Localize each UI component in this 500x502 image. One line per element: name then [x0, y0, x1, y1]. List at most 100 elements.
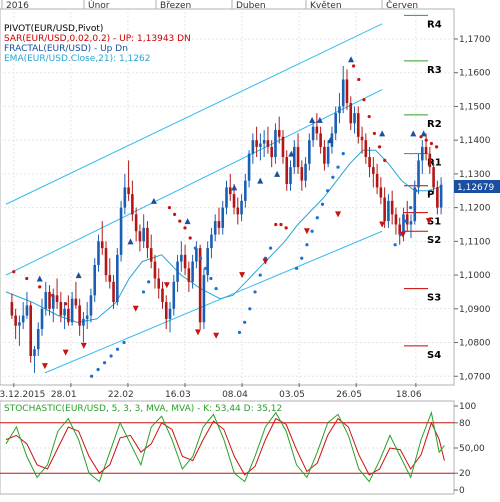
sar-dot: [393, 243, 397, 247]
candle-body: [372, 167, 375, 174]
candle-body: [100, 241, 104, 249]
fractal-up-marker: [288, 150, 295, 157]
x-tick-label: 26.05: [336, 390, 362, 400]
sar-dot: [341, 152, 345, 156]
candle-body: [379, 187, 383, 198]
candle-body: [221, 207, 225, 228]
candle-body: [187, 268, 191, 282]
candle-body: [123, 187, 127, 208]
candle-body: [326, 146, 330, 164]
candle-body: [270, 146, 273, 158]
stochastic-y-label: 80: [459, 419, 471, 429]
stochastic-d-line: [5, 417, 445, 476]
fractal-up-marker: [316, 116, 323, 123]
sar-dot: [331, 175, 335, 179]
candle-body: [439, 184, 443, 208]
sar-dot: [96, 367, 100, 372]
candle-body: [153, 261, 157, 279]
fractal-down-marker: [41, 363, 48, 370]
stochastic-k-line: [5, 410, 445, 483]
legend-entry: FRACTAL(EUR/USD) - Up Dn: [4, 44, 128, 54]
candle-body: [112, 281, 115, 303]
fractal-down-marker: [335, 211, 342, 218]
candle-body: [93, 264, 97, 296]
x-tick-label: 23.12.2015: [0, 390, 45, 400]
candle-body: [232, 194, 236, 208]
candle-body: [97, 241, 100, 265]
sar-dot: [141, 290, 146, 294]
candle-body: [104, 248, 108, 276]
y-tick-label: 1,1700: [459, 35, 491, 45]
candle-body: [146, 227, 149, 249]
candle-body: [436, 187, 439, 208]
sar-dot: [367, 114, 371, 119]
candle-body: [176, 261, 179, 282]
month-label: Červen: [386, 0, 418, 11]
sar-dot: [372, 131, 376, 136]
candle-body: [59, 302, 63, 316]
fractal-down-marker: [80, 342, 87, 349]
candle-body: [63, 308, 66, 316]
sar-dot: [294, 266, 299, 270]
candle-body: [315, 126, 319, 134]
candle-body: [70, 298, 74, 323]
y-tick-label: 1,1500: [459, 102, 491, 112]
candle-body: [323, 146, 326, 164]
pivot-label: R4: [427, 19, 442, 30]
candle-body: [424, 146, 428, 154]
x-tick-label: 18.06: [396, 390, 422, 400]
month-label: Duben: [236, 1, 266, 11]
candle-body: [168, 308, 172, 319]
sar-dot: [248, 307, 252, 311]
sar-dot: [25, 276, 29, 281]
sar-dot: [336, 165, 340, 169]
candle-body: [134, 214, 138, 232]
y-tick-label: 1,1100: [459, 237, 491, 247]
sar-dots: [12, 64, 439, 378]
x-tick-label: 28.01: [51, 390, 77, 400]
ema-series: [5, 149, 441, 323]
fractal-up-marker: [420, 130, 427, 137]
sar-dot: [167, 206, 172, 210]
candle-body: [251, 140, 255, 154]
fractal-down-marker: [262, 258, 269, 265]
pivot-label: R1: [427, 158, 442, 169]
price-axis: 1,1700 1,1600 1,1500 1,1400 1,1300 1,1200 1,11…: [454, 35, 491, 382]
sar-dot: [357, 77, 361, 82]
pivot-label: S4: [427, 350, 441, 361]
candle-body: [428, 153, 432, 168]
candle-body: [285, 157, 289, 185]
stochastic-panel-frame: [0, 400, 455, 495]
candle-body: [191, 261, 194, 282]
candle-body: [409, 221, 413, 225]
candle-body: [127, 187, 130, 195]
candle-body: [67, 308, 70, 323]
y-tick-label: 1,1200: [459, 204, 491, 214]
sar-dot: [173, 212, 177, 216]
candle-body: [157, 278, 161, 289]
candle-body: [210, 234, 213, 249]
candle-body: [172, 281, 176, 309]
fractal-up-marker: [127, 238, 134, 245]
candle-body: [183, 254, 187, 269]
stochastic-y-label: 20: [459, 469, 471, 479]
candle-body: [319, 133, 322, 147]
fractal-up-marker: [75, 272, 82, 279]
current-price-badge: [454, 180, 500, 193]
candle-body: [195, 248, 198, 262]
candle-body: [281, 136, 285, 158]
candle-body: [375, 173, 379, 188]
candle-body: [432, 167, 435, 188]
fractal-up-marker: [150, 197, 157, 204]
candle-body: [417, 160, 420, 188]
sar-dot: [305, 243, 309, 247]
sar-dot: [115, 347, 120, 351]
candle-body: [338, 106, 341, 114]
candle-body: [149, 248, 153, 262]
candle-body: [14, 315, 17, 326]
candle-body: [228, 187, 232, 195]
candle-body: [259, 143, 262, 147]
candle-body: [394, 214, 398, 225]
stochastic-y-label: 100: [459, 402, 476, 412]
